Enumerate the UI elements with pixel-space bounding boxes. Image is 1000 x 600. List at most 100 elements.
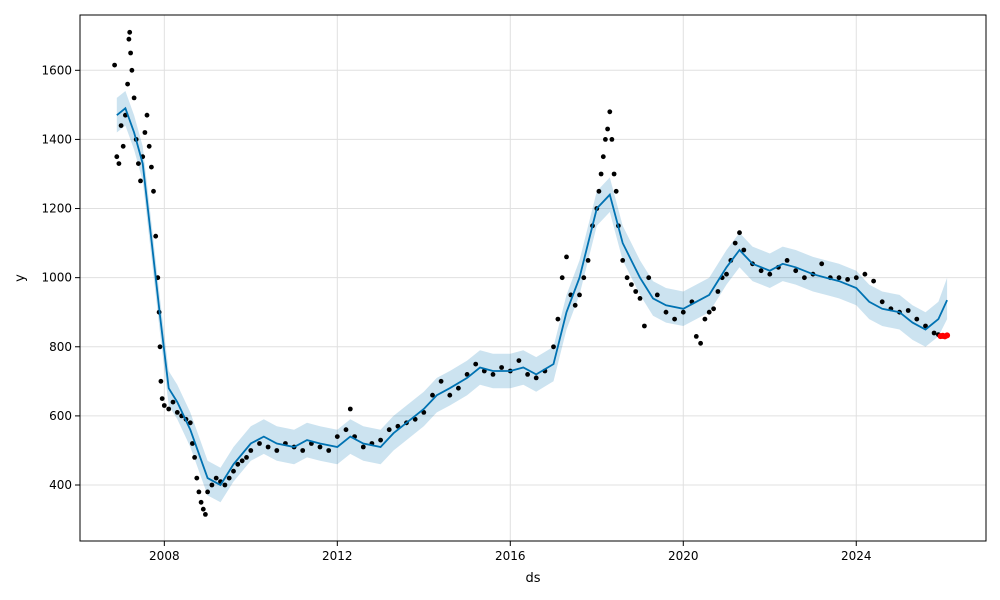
observed-point xyxy=(637,296,643,301)
observed-point xyxy=(572,302,578,308)
observed-point xyxy=(170,399,176,405)
observed-point xyxy=(633,289,639,294)
observed-point xyxy=(672,316,677,322)
observed-point xyxy=(438,378,444,384)
observed-point xyxy=(819,261,825,267)
observed-point xyxy=(663,309,669,315)
observed-point xyxy=(116,161,122,167)
uncertainty-band xyxy=(116,91,948,503)
observed-point xyxy=(559,275,565,281)
observed-point xyxy=(758,268,764,274)
observed-point xyxy=(551,344,556,350)
observed-point xyxy=(190,441,195,446)
observed-point xyxy=(581,275,587,281)
observed-point xyxy=(784,258,790,263)
y-tick-label: 1600 xyxy=(41,63,72,77)
observed-point xyxy=(153,233,159,239)
observed-point xyxy=(347,406,353,412)
observed-point xyxy=(862,271,868,277)
observed-point xyxy=(317,444,323,450)
observed-point xyxy=(136,161,141,167)
observed-point xyxy=(144,112,150,118)
observed-point xyxy=(741,247,747,253)
observed-point xyxy=(142,130,148,135)
observed-point xyxy=(871,278,876,284)
observed-point xyxy=(596,188,602,194)
observed-point xyxy=(732,240,738,246)
observed-point xyxy=(161,403,167,408)
observed-point xyxy=(421,410,427,415)
observed-point xyxy=(642,323,647,329)
observed-point xyxy=(914,316,920,322)
observed-point xyxy=(334,434,340,439)
forecast-line xyxy=(116,106,948,487)
highlight-point xyxy=(944,332,951,339)
observed-point xyxy=(248,448,254,453)
observed-point xyxy=(149,164,154,170)
observed-point xyxy=(412,416,418,422)
observed-point xyxy=(129,67,135,73)
observed-point xyxy=(192,455,198,460)
observed-point xyxy=(265,444,271,450)
observed-point xyxy=(931,330,937,336)
y-axis: 400 600 800 1000 1200 1400 1600 xyxy=(41,63,80,492)
observed-point xyxy=(613,188,619,194)
observed-point xyxy=(326,448,332,453)
observed-point xyxy=(603,137,608,142)
observed-point xyxy=(128,50,134,56)
observed-point xyxy=(127,29,133,35)
observed-point xyxy=(516,358,522,363)
observed-point xyxy=(300,448,306,453)
highlight-points xyxy=(937,332,951,340)
observed-point xyxy=(611,171,617,177)
observed-point xyxy=(836,275,842,281)
observed-point xyxy=(490,372,496,377)
observed-point xyxy=(125,81,130,87)
observed-point xyxy=(196,489,202,495)
observed-point xyxy=(200,506,206,512)
observed-point xyxy=(585,258,591,263)
x-axis: 2008 2012 2016 2020 2024 xyxy=(149,541,872,563)
observed-point xyxy=(802,275,807,281)
x-axis-label: ds xyxy=(525,571,540,586)
observed-point xyxy=(118,123,124,128)
x-tick-label: 2008 xyxy=(149,549,180,563)
observed-point xyxy=(879,299,885,305)
observed-point xyxy=(244,455,249,460)
observed-point xyxy=(213,475,219,481)
observed-point xyxy=(231,468,236,474)
observed-point xyxy=(146,143,152,149)
observed-point xyxy=(194,475,200,481)
observed-point xyxy=(499,365,504,370)
observed-point xyxy=(198,499,204,505)
observed-point xyxy=(702,316,708,322)
observed-point xyxy=(609,137,615,142)
observed-point xyxy=(693,334,699,339)
observed-point xyxy=(724,271,729,277)
observed-point xyxy=(257,441,262,446)
observed-point xyxy=(845,277,850,282)
observed-point xyxy=(126,36,132,42)
observed-point xyxy=(767,271,773,277)
observed-point xyxy=(447,392,453,398)
observed-point xyxy=(853,275,859,281)
observed-point xyxy=(166,406,172,412)
y-tick-label: 800 xyxy=(49,340,72,354)
observed-point xyxy=(151,188,156,194)
observed-point xyxy=(235,461,241,467)
x-tick-label: 2016 xyxy=(495,549,526,563)
observed-point xyxy=(114,154,120,160)
observed-point xyxy=(343,427,349,433)
y-tick-label: 1400 xyxy=(41,132,72,146)
observed-point xyxy=(473,361,479,367)
observed-point xyxy=(793,268,799,274)
y-tick-label: 600 xyxy=(49,409,72,423)
observed-point xyxy=(620,258,626,263)
observed-point xyxy=(378,437,383,443)
observed-point xyxy=(605,126,610,132)
observed-point xyxy=(654,292,660,298)
observed-point xyxy=(698,340,703,346)
observed-point xyxy=(711,306,716,312)
observed-point xyxy=(598,171,604,177)
